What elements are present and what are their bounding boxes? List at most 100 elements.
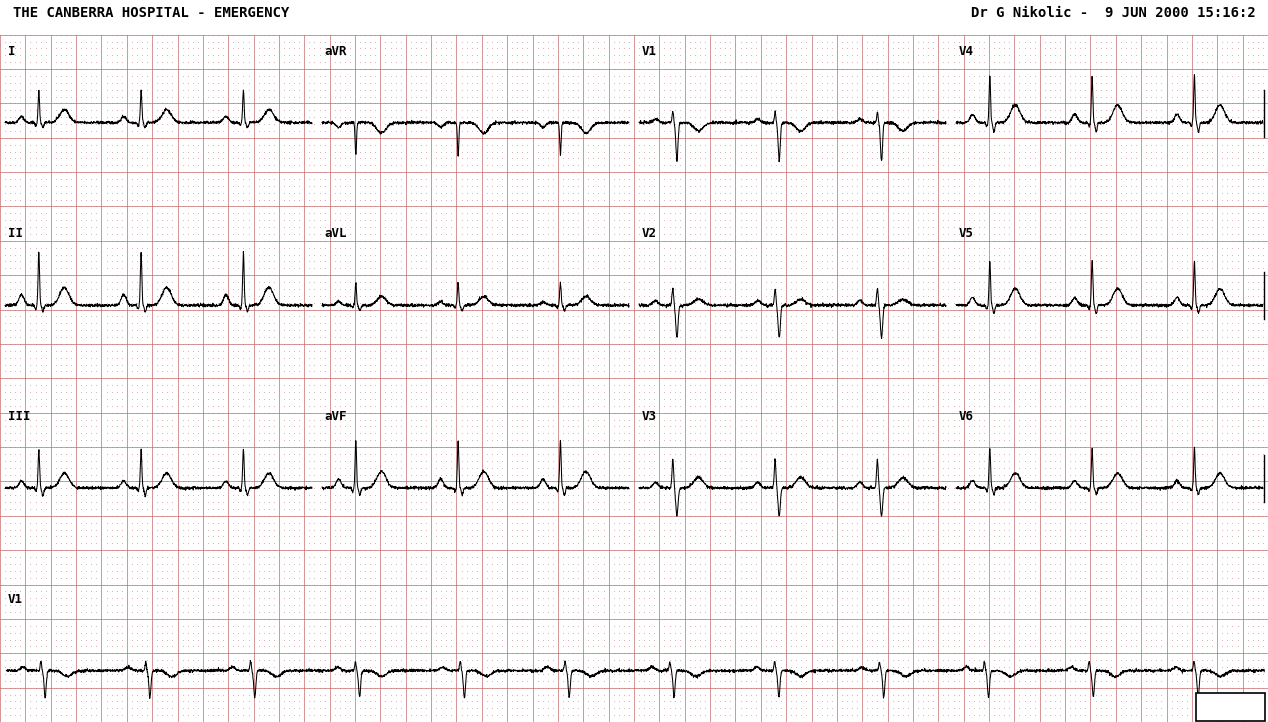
Point: [548, 310, 568, 322]
Point: [462, 558, 482, 570]
Point: [898, 242, 918, 253]
Point: [1085, 654, 1106, 666]
Point: [259, 152, 279, 164]
Point: [456, 689, 477, 700]
Point: [178, 689, 198, 700]
Point: [1014, 640, 1035, 652]
Point: [487, 256, 507, 267]
Point: [101, 290, 122, 302]
Point: [923, 290, 943, 302]
Point: [832, 599, 852, 611]
Point: [1238, 70, 1258, 82]
Point: [1126, 709, 1146, 721]
Point: [1222, 345, 1243, 357]
Point: [76, 421, 96, 432]
Point: [974, 70, 994, 82]
Point: [401, 606, 421, 618]
Point: [1045, 613, 1065, 625]
Point: [512, 64, 533, 75]
Point: [238, 146, 259, 157]
Point: [954, 703, 974, 714]
Point: [1161, 654, 1182, 666]
Point: [391, 586, 411, 597]
Point: [309, 531, 330, 542]
Point: [598, 517, 619, 529]
Point: [974, 558, 994, 570]
Point: [1177, 675, 1197, 687]
Point: [1096, 586, 1116, 597]
Point: [1060, 421, 1080, 432]
Point: [147, 386, 167, 398]
Point: [279, 661, 299, 673]
Point: [122, 373, 142, 384]
Point: [553, 565, 573, 577]
Point: [81, 345, 101, 357]
Point: [101, 620, 122, 632]
Point: [1055, 105, 1075, 116]
Point: [213, 187, 233, 199]
Point: [360, 70, 380, 82]
Point: [1248, 627, 1268, 638]
Point: [1075, 593, 1096, 604]
Point: [340, 111, 360, 123]
Point: [1009, 634, 1030, 645]
Point: [238, 193, 259, 205]
Point: [1019, 84, 1040, 95]
Point: [1146, 118, 1167, 130]
Point: [1227, 490, 1248, 501]
Point: [411, 70, 431, 82]
Point: [639, 523, 659, 535]
Point: [178, 441, 198, 453]
Point: [370, 469, 391, 480]
Point: [86, 695, 107, 707]
Point: [568, 208, 588, 219]
Point: [1207, 365, 1227, 377]
Point: [938, 531, 959, 542]
Point: [629, 56, 649, 68]
Point: [923, 435, 943, 446]
Point: [568, 386, 588, 398]
Point: [314, 476, 335, 487]
Point: [624, 277, 644, 288]
Point: [735, 552, 756, 563]
Point: [391, 214, 411, 226]
Point: [771, 146, 791, 157]
Point: [411, 318, 431, 329]
Point: [426, 386, 446, 398]
Point: [330, 503, 350, 515]
Point: [812, 682, 832, 693]
Point: [1197, 469, 1217, 480]
Point: [1212, 393, 1232, 405]
Point: [959, 386, 979, 398]
Point: [1121, 558, 1141, 570]
Point: [527, 496, 548, 508]
Point: [548, 256, 568, 267]
Point: [1096, 558, 1116, 570]
Point: [700, 125, 720, 136]
Point: [959, 152, 979, 164]
Point: [36, 620, 56, 632]
Point: [1238, 689, 1258, 700]
Point: [563, 352, 583, 363]
Point: [477, 675, 497, 687]
Point: [157, 139, 178, 150]
Point: [1136, 572, 1156, 583]
Point: [223, 152, 243, 164]
Point: [1014, 310, 1035, 322]
Point: [893, 709, 913, 721]
Point: [91, 606, 112, 618]
Point: [1045, 152, 1065, 164]
Point: [213, 50, 233, 61]
Point: [1080, 606, 1101, 618]
Point: [86, 222, 107, 233]
Point: [817, 435, 837, 446]
Point: [659, 187, 680, 199]
Point: [954, 139, 974, 150]
Point: [1177, 105, 1197, 116]
Point: [872, 627, 893, 638]
Point: [604, 283, 624, 295]
Point: [898, 517, 918, 529]
Point: [898, 661, 918, 673]
Point: [766, 365, 786, 377]
Point: [360, 359, 380, 370]
